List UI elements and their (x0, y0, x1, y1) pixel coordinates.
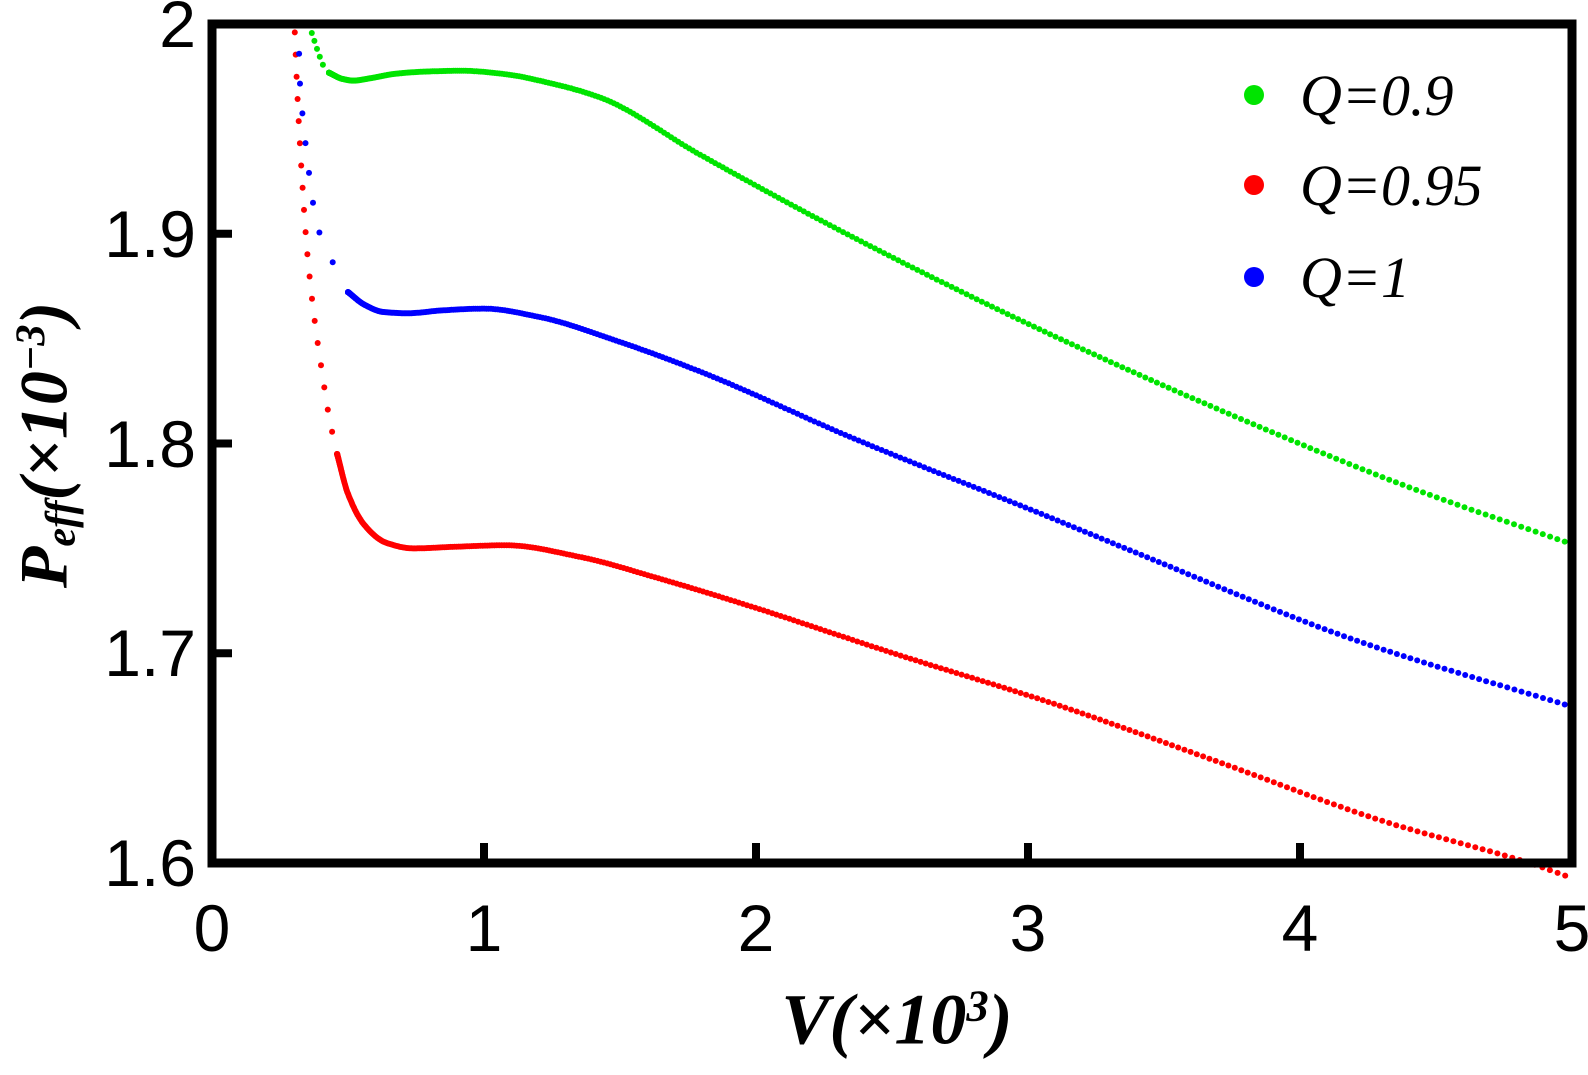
y-axis-label: Peff(×10−3) (5, 301, 85, 589)
y-axis-label-close: ) (5, 301, 82, 325)
x-tick-mark (1024, 843, 1032, 863)
axis-ticks (212, 229, 1304, 863)
x-tick-label: 1 (465, 891, 503, 965)
y-tick-mark (212, 229, 232, 238)
series-q-1 (293, 21, 1575, 710)
x-tick-label: 3 (1009, 891, 1047, 965)
data-series-layer (291, 21, 1575, 879)
series-q-0.95 (291, 29, 1569, 879)
y-axis-label-symbol: P (5, 546, 82, 589)
series-q-0.9 (308, 30, 1575, 548)
y-tick-label: 1.9 (104, 196, 196, 271)
y-axis-label-subscript: eff (37, 500, 85, 547)
y-axis-label-mid: (×10 (5, 371, 82, 501)
y-tick-mark (212, 649, 232, 658)
y-axis-label-superscript: −3 (7, 324, 55, 372)
x-axis-label: V(×103) (781, 979, 1012, 1062)
x-axis-label-superscript: 3 (966, 980, 989, 1031)
y-tick-label: 1.6 (104, 826, 196, 900)
x-tick-mark (1296, 843, 1304, 863)
x-tick-label: 2 (737, 891, 775, 965)
plot-frame (207, 19, 1577, 868)
x-tick-mark (752, 843, 760, 863)
x-tick-mark (480, 843, 488, 863)
x-tick-label: 4 (1281, 891, 1319, 965)
y-tick-label: 2 (159, 0, 196, 61)
x-axis-label-close: ) (988, 979, 1013, 1060)
y-tick-label: 1.7 (104, 616, 196, 691)
y-tick-label: 1.8 (104, 406, 196, 481)
x-tick-label: 5 (1553, 891, 1588, 965)
x-tick-label: 0 (193, 891, 231, 965)
y-tick-mark (212, 439, 232, 448)
x-axis-label-text: V(×10 (781, 979, 967, 1060)
